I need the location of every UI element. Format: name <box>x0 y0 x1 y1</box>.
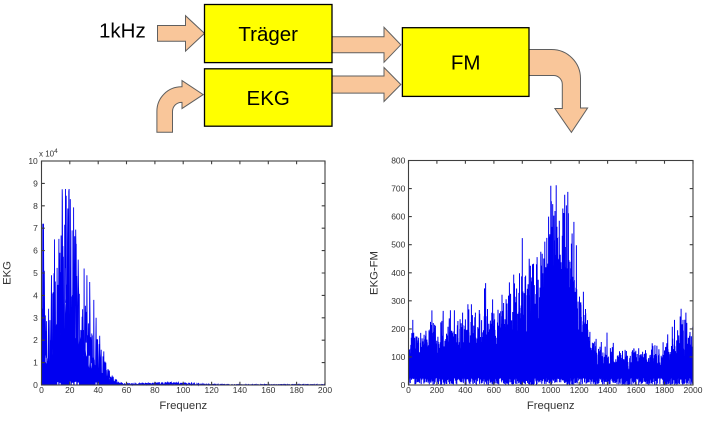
svg-text:400: 400 <box>391 268 405 278</box>
svg-text:7: 7 <box>33 223 38 233</box>
svg-text:1400: 1400 <box>598 385 617 395</box>
svg-text:200: 200 <box>318 385 332 395</box>
svg-text:Frequenz: Frequenz <box>527 400 575 412</box>
svg-text:100: 100 <box>176 385 190 395</box>
svg-text:140: 140 <box>233 385 247 395</box>
svg-text:40: 40 <box>93 385 103 395</box>
svg-text:x 104: x 104 <box>39 148 58 159</box>
svg-text:EKG: EKG <box>247 87 290 110</box>
svg-text:180: 180 <box>290 385 304 395</box>
svg-text:80: 80 <box>150 385 160 395</box>
svg-text:0: 0 <box>39 385 44 395</box>
svg-text:2000: 2000 <box>684 385 703 395</box>
svg-text:20: 20 <box>65 385 75 395</box>
svg-text:1kHz: 1kHz <box>99 20 146 43</box>
svg-text:1800: 1800 <box>655 385 674 395</box>
svg-text:10: 10 <box>28 156 38 166</box>
svg-text:0: 0 <box>406 385 411 395</box>
svg-text:800: 800 <box>515 385 529 395</box>
svg-text:8: 8 <box>33 201 38 211</box>
svg-text:EKG: EKG <box>2 261 14 285</box>
svg-text:160: 160 <box>261 385 275 395</box>
svg-text:4: 4 <box>33 290 38 300</box>
svg-text:0: 0 <box>401 380 406 390</box>
svg-text:500: 500 <box>391 240 405 250</box>
svg-text:600: 600 <box>487 385 501 395</box>
svg-text:EKG-FM: EKG-FM <box>369 251 381 295</box>
svg-text:9: 9 <box>33 178 38 188</box>
svg-text:0: 0 <box>33 380 38 390</box>
svg-text:2: 2 <box>33 335 38 345</box>
svg-text:700: 700 <box>391 184 405 194</box>
svg-text:3: 3 <box>33 313 38 323</box>
svg-text:60: 60 <box>122 385 132 395</box>
svg-text:Frequenz: Frequenz <box>159 400 207 412</box>
svg-text:200: 200 <box>391 324 405 334</box>
svg-text:120: 120 <box>205 385 219 395</box>
svg-text:1000: 1000 <box>541 385 560 395</box>
svg-text:100: 100 <box>391 352 405 362</box>
svg-text:FM: FM <box>451 51 481 74</box>
svg-text:600: 600 <box>391 212 405 222</box>
svg-text:1: 1 <box>33 358 38 368</box>
svg-text:800: 800 <box>391 156 405 166</box>
svg-text:1200: 1200 <box>570 385 589 395</box>
svg-text:400: 400 <box>458 385 472 395</box>
svg-text:6: 6 <box>33 246 38 256</box>
svg-text:Träger: Träger <box>238 23 298 46</box>
svg-text:1600: 1600 <box>627 385 646 395</box>
svg-text:200: 200 <box>430 385 444 395</box>
svg-text:5: 5 <box>33 268 38 278</box>
svg-text:300: 300 <box>391 296 405 306</box>
